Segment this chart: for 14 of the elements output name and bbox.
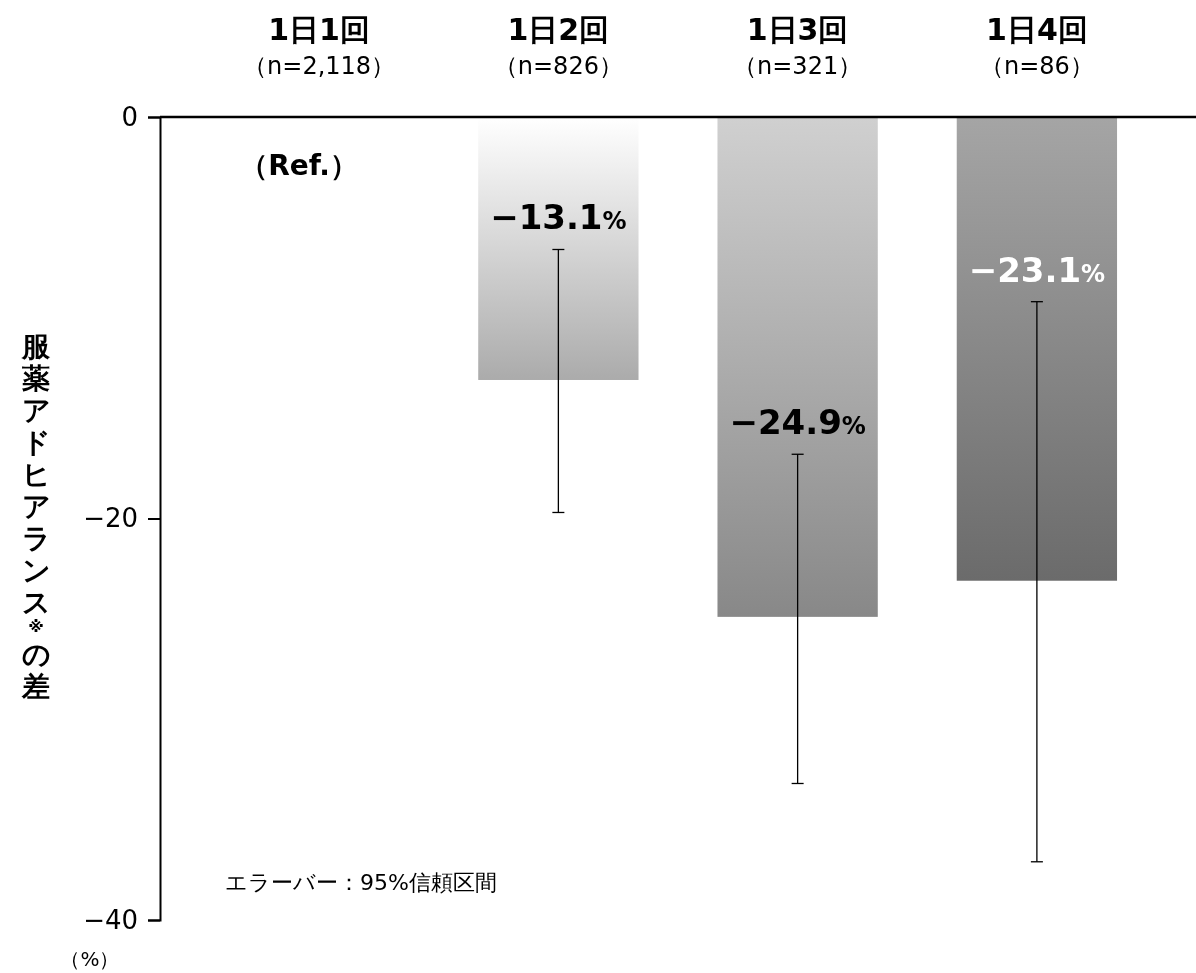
x-tick-label: 1日2回（n=826）	[493, 12, 623, 80]
x-tick-label: 1日1回（n=2,118）	[243, 12, 396, 80]
y-tick-label: −40	[83, 904, 138, 935]
text: （%）	[60, 947, 120, 971]
text: 服薬アドヒアランス※の差	[21, 330, 51, 703]
annotation: エラーバー：95%信頼区間	[225, 870, 497, 895]
data-label: −13.1%	[490, 197, 627, 238]
y-tick-label: −20	[83, 503, 138, 534]
data-label: （Ref.）	[240, 149, 359, 182]
y-tick-label: 0	[121, 101, 138, 132]
x-tick-label: 1日4回（n=86）	[979, 12, 1094, 80]
x-tick-label: 1日3回（n=321）	[733, 12, 863, 80]
data-label: −24.9%	[729, 402, 866, 443]
data-label: −23.1%	[968, 249, 1106, 290]
